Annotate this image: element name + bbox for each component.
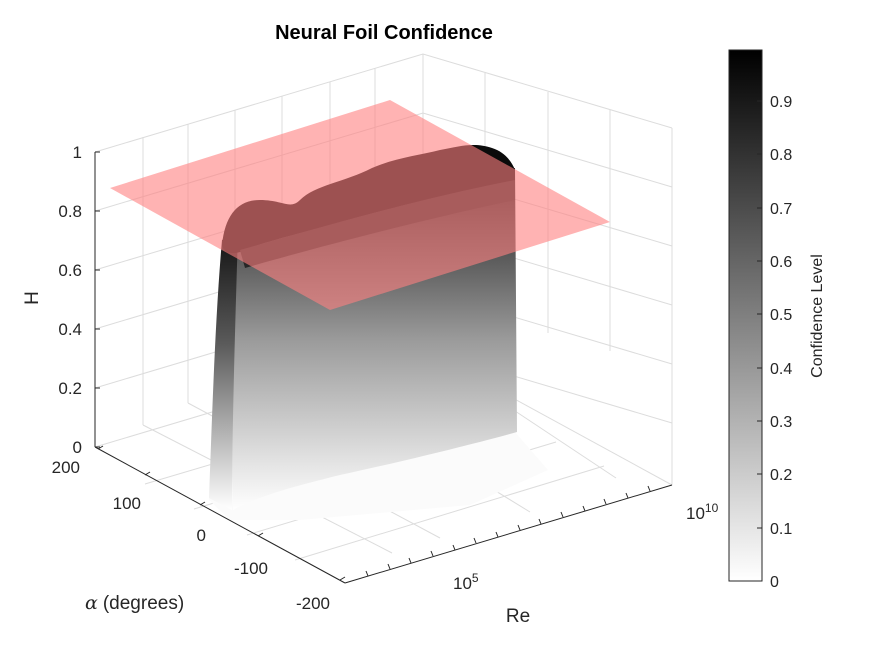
x-axis-label: Re [506,606,530,627]
z-tick-label: 0.6 [58,261,82,280]
colorbar-tick-label: 0.9 [770,94,792,111]
y-tick-label: 100 [113,494,141,513]
x-ticks: 105 1010 [365,485,719,593]
y-axis-label: α (degrees) [85,592,184,614]
z-tick-label: 0.2 [58,379,82,398]
colorbar: 0 0.1 0.2 0.3 0.4 0.5 0.6 0.7 0.8 0.9 Co… [728,49,826,591]
colorbar-tick-label: 0.8 [770,147,792,164]
colorbar-tick-label: 0.5 [770,307,792,324]
z-tick-label: 0.8 [58,202,82,221]
z-tick-label: 1 [73,143,82,162]
y-axis-line [94,446,346,584]
colorbar-tick-label: 0.4 [770,361,792,378]
z-tick-label: 0 [73,438,82,457]
colorbar-gradient [728,49,763,582]
y-tick-label: 0 [197,526,206,545]
colorbar-tick-label: 0.1 [770,521,792,538]
y-tick-label: -100 [234,559,268,578]
colorbar-ticks [757,100,762,582]
colorbar-tick-label: 0.6 [770,254,792,271]
colorbar-tick-label: 0 [770,574,779,591]
colorbar-tick-label: 0.7 [770,201,792,218]
x-tick-label: 1010 [686,501,719,523]
y-tick-label: -200 [296,594,330,613]
colorbar-label: Confidence Level [809,254,826,378]
x-tick-label: 105 [453,571,479,593]
colorbar-tick-label: 0.2 [770,467,792,484]
z-axis-label: H [22,291,43,305]
threshold-plane [110,100,610,310]
y-ticks: 200 100 0 -100 -200 [52,445,346,613]
z-tick-label: 0.4 [58,320,82,339]
y-tick-label: 200 [52,458,80,477]
colorbar-tick-label: 0.3 [770,414,792,431]
chart-title: Neural Foil Confidence [275,22,493,44]
z-ticks: 0 0.2 0.4 0.6 0.8 1 [58,143,100,457]
x-axis-line [344,484,673,584]
axes [94,152,673,584]
